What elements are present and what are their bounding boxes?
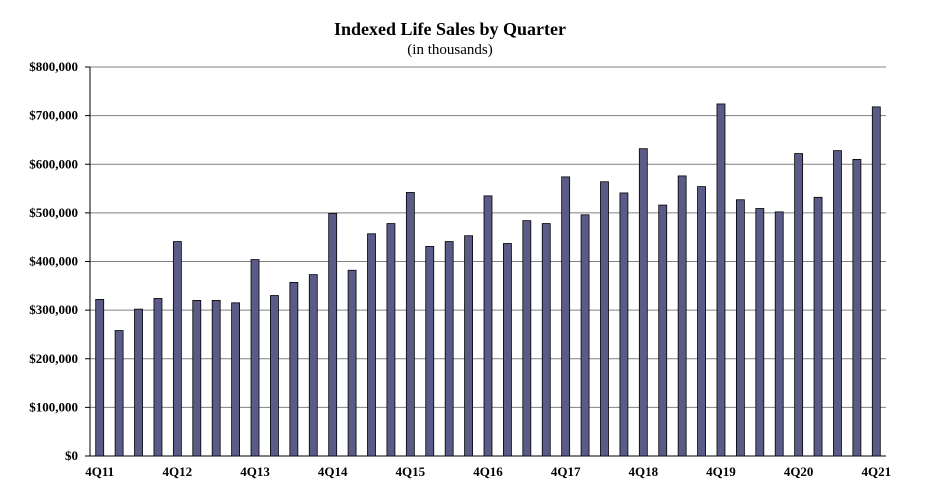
bar [871, 106, 881, 457]
bar [658, 204, 668, 457]
bar [580, 214, 590, 457]
bar [250, 259, 260, 457]
bar [561, 176, 571, 457]
bar [464, 235, 473, 457]
x-tick-label: 4Q19 [706, 464, 736, 479]
bar [270, 295, 279, 457]
bar [308, 274, 318, 457]
x-tick-label: 4Q11 [85, 464, 114, 479]
bar [755, 208, 765, 457]
chart-title: Indexed Life Sales by Quarter [334, 19, 566, 39]
bar [735, 199, 745, 457]
bar [192, 299, 202, 457]
x-tick-label: 4Q16 [473, 464, 503, 479]
bar [172, 241, 182, 457]
bar [153, 298, 163, 457]
bar [852, 158, 862, 457]
bar [347, 269, 357, 457]
x-tick-label: 4Q13 [240, 464, 270, 479]
bar [638, 148, 648, 457]
bar [328, 212, 338, 457]
bar [405, 192, 415, 457]
bar [134, 308, 143, 457]
bar [833, 150, 842, 457]
y-tick-label: $100,000 [29, 399, 78, 414]
bar [716, 103, 726, 457]
bar [444, 241, 454, 457]
bar [483, 195, 493, 457]
bar [600, 181, 609, 457]
bar [813, 196, 823, 457]
y-tick-label: $800,000 [29, 59, 78, 74]
chart-subtitle: (in thousands) [407, 42, 493, 58]
bar [231, 302, 241, 457]
bar [211, 299, 221, 457]
bar [774, 211, 784, 457]
x-tick-label: 4Q14 [318, 464, 348, 479]
bar [386, 223, 396, 457]
y-tick-label: $300,000 [29, 302, 78, 317]
x-tick-label: 4Q15 [396, 464, 426, 479]
bar [95, 299, 105, 457]
bar [794, 153, 804, 457]
bar [522, 220, 532, 457]
bar [503, 243, 512, 457]
x-tick-label: 4Q12 [163, 464, 193, 479]
bar [114, 330, 124, 457]
x-tick-label: 4Q17 [551, 464, 581, 479]
y-tick-label: $600,000 [29, 156, 78, 171]
x-tick-label: 4Q20 [784, 464, 814, 479]
y-tick-label: $0 [65, 448, 78, 463]
x-tick-label: 4Q18 [629, 464, 659, 479]
bar [541, 223, 551, 457]
y-tick-label: $400,000 [29, 254, 78, 269]
bar [425, 246, 435, 457]
bar [619, 192, 629, 457]
y-tick-label: $500,000 [29, 205, 78, 220]
bar [367, 233, 376, 457]
x-tick-label: 4Q21 [861, 464, 891, 479]
y-tick-label: $200,000 [29, 351, 78, 366]
bar [677, 175, 687, 457]
y-tick-label: $700,000 [29, 108, 78, 123]
bar [697, 186, 706, 457]
bar [289, 282, 299, 457]
